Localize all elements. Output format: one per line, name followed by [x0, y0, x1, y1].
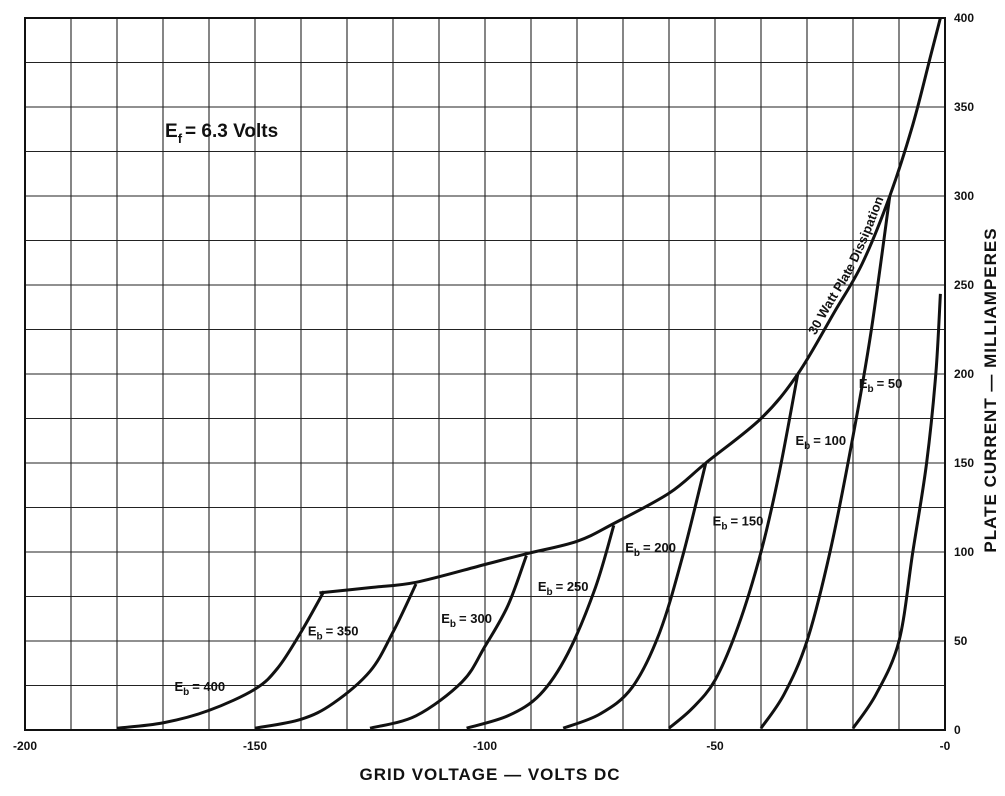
- eb-curve-label: Eb = 400: [174, 679, 225, 698]
- eb-curve-label: Eb = 250: [538, 579, 589, 598]
- y-tick-label: 0: [954, 723, 961, 737]
- y-tick-label: 400: [954, 11, 974, 25]
- x-tick-label: -50: [706, 739, 724, 753]
- y-tick-label: 300: [954, 189, 974, 203]
- dissipation-layer: 30 Watt Plate Dissipation: [319, 17, 942, 595]
- eb-curve: [254, 583, 418, 730]
- y-tick-label: 250: [954, 278, 974, 292]
- eb-curve: [562, 462, 708, 730]
- x-axis-title: GRID VOLTAGE — VOLTS DC: [360, 765, 621, 784]
- eb-curve: [116, 590, 326, 730]
- y-tick-labels: 0 50 100 150 200 250 300 350 400: [954, 11, 974, 737]
- grid-layer: [24, 17, 946, 731]
- eb-curve-label: Eb = 150: [713, 513, 764, 532]
- y-axis-title: PLATE CURRENT — MILLIAMPERES: [981, 227, 1000, 552]
- eb-curve-label: Eb = 350: [308, 624, 359, 643]
- dissipation-curve: [319, 17, 942, 595]
- x-tick-label: -100: [473, 739, 497, 753]
- eb-curve-label: Eb = 200: [625, 540, 676, 559]
- y-tick-label: 200: [954, 367, 974, 381]
- eb-curve: [369, 555, 528, 730]
- x-tick-labels: -200 -150 -100 -50 -0: [13, 739, 951, 753]
- x-tick-label: -0: [940, 739, 951, 753]
- eb-curve-label: Eb = 300: [441, 611, 492, 630]
- eb-curve: [851, 293, 942, 730]
- curve-layer: [116, 195, 942, 730]
- y-tick-label: 150: [954, 456, 974, 470]
- eb-curve-label: Eb = 50: [859, 376, 902, 395]
- y-tick-label: 350: [954, 100, 974, 114]
- y-tick-label: 50: [954, 634, 968, 648]
- eb-curve-label: Eb = 100: [795, 433, 846, 452]
- x-tick-label: -150: [243, 739, 267, 753]
- curve-label-layer: Eb = 400 Eb = 350 Eb = 300 Eb = 250 Eb = 200 Eb = 1…: [174, 376, 902, 698]
- plot-border: [24, 17, 946, 731]
- x-tick-label: -200: [13, 739, 37, 753]
- eb-curve: [759, 195, 892, 730]
- eb-curve: [466, 524, 616, 730]
- eb-curve: [668, 373, 800, 730]
- filament-note: Ef = 6.3 Volts: [165, 121, 278, 146]
- y-tick-label: 100: [954, 545, 974, 559]
